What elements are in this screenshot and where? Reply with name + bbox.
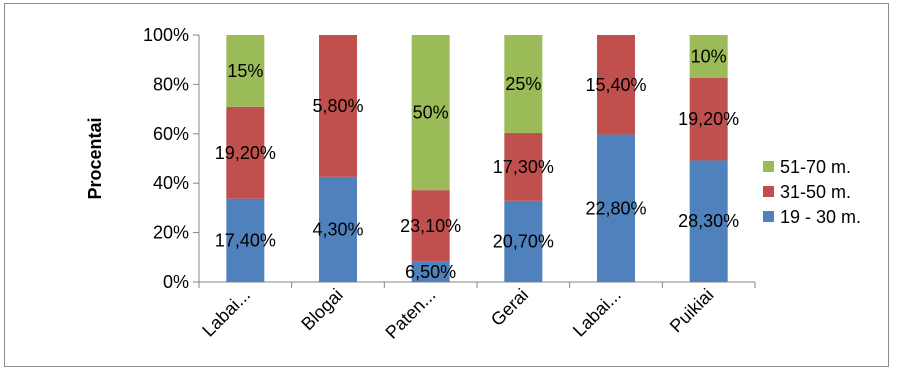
data-label: 22,80%: [585, 198, 646, 218]
data-label: 28,30%: [678, 211, 739, 231]
bar-segment: [504, 35, 543, 134]
legend-swatch: [763, 186, 774, 197]
x-tick-label: Gerai: [487, 285, 532, 330]
bar-segment: [411, 35, 450, 191]
y-tick-label: 80%: [153, 74, 189, 94]
bar-segment: [597, 35, 635, 135]
y-tick-label: 100%: [143, 25, 189, 45]
bar-segment: [504, 133, 543, 201]
x-tick-label: Labai...: [569, 285, 625, 341]
bar-segment: [226, 106, 265, 199]
legend-label: 31-50 m.: [780, 182, 851, 202]
legend-label: 19 - 30 m.: [780, 207, 861, 227]
data-label: 17,40%: [215, 230, 276, 250]
bar-segment: [226, 198, 265, 282]
data-label: 15%: [227, 61, 263, 81]
y-tick-label: 40%: [153, 173, 189, 193]
y-tick-label: 60%: [153, 124, 189, 144]
y-axis-title: Procentai: [85, 117, 105, 199]
data-label: 5,80%: [312, 96, 363, 116]
bar-segment: [319, 176, 357, 282]
data-label: 17,30%: [493, 157, 554, 177]
legend-swatch: [763, 161, 774, 172]
legend-label: 51-70 m.: [780, 157, 851, 177]
data-label: 6,50%: [405, 262, 456, 282]
y-tick-label: 0%: [163, 272, 189, 292]
bar-segment: [411, 261, 450, 282]
x-tick-label: Labai...: [198, 285, 254, 341]
data-label: 19,20%: [215, 143, 276, 163]
data-label: 50%: [413, 103, 449, 123]
bar-segment: [319, 35, 357, 177]
bar-segment: [226, 35, 265, 107]
bar-segment: [689, 35, 728, 78]
x-tick-label: Blogai: [297, 285, 347, 335]
legend-swatch: [763, 211, 774, 222]
y-tick-label: 20%: [153, 223, 189, 243]
data-label: 15,40%: [585, 75, 646, 95]
x-tick-label: Puikiai: [666, 285, 718, 337]
bar-segment: [689, 77, 728, 161]
x-tick-label: Paten...: [381, 285, 439, 343]
data-label: 19,20%: [678, 109, 739, 129]
bar-segment: [504, 200, 543, 282]
bar-segment: [411, 190, 450, 262]
bar-segment: [689, 160, 728, 282]
data-label: 25%: [505, 74, 541, 94]
data-label: 4,30%: [312, 219, 363, 239]
data-label: 10%: [691, 46, 727, 66]
data-label: 20,70%: [493, 231, 554, 251]
bar-segment: [597, 134, 635, 282]
data-label: 23,10%: [400, 216, 461, 236]
